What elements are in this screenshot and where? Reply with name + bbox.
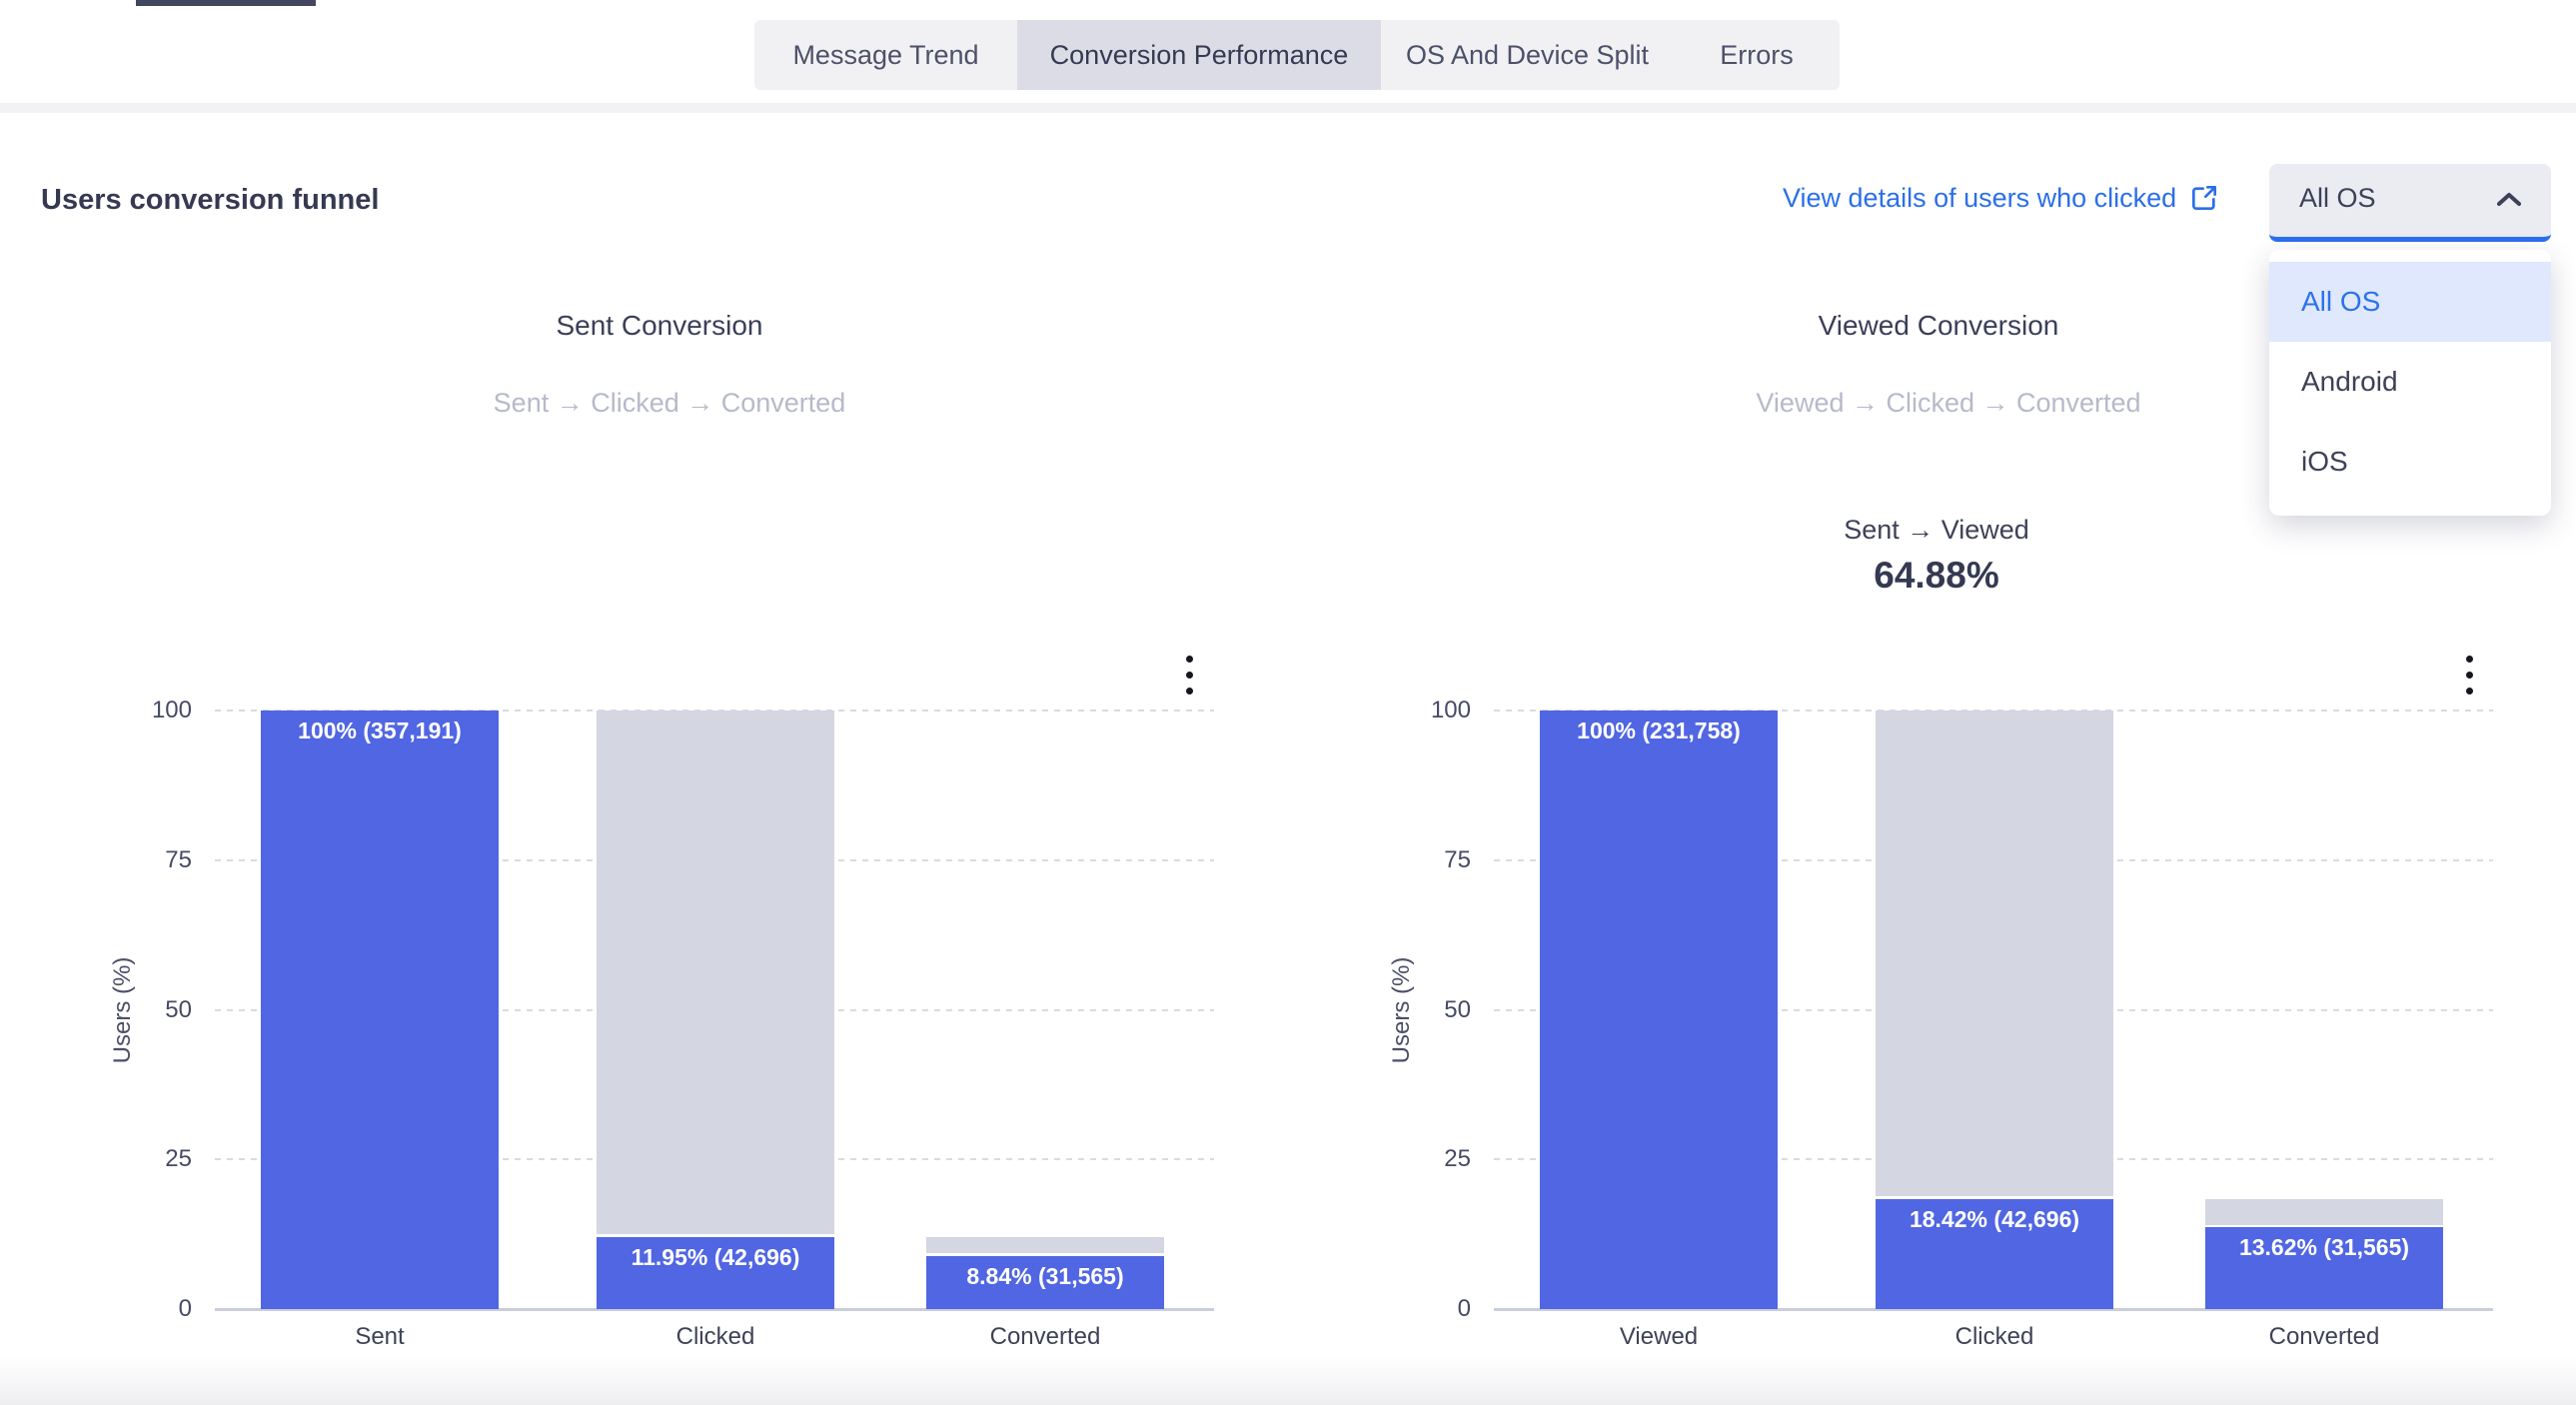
bar-value-label: 100% (231,758) (1577, 717, 1741, 743)
y-tick-100: 100 (1430, 697, 1471, 723)
tab-message-trend[interactable]: Message Trend (792, 39, 979, 70)
page-title: Users conversion funnel (41, 184, 380, 216)
bar-value-segment: 18.42% (42,696) (1876, 1199, 2113, 1309)
x-label-converted: Converted (989, 1323, 1101, 1350)
y-tick-25: 25 (1444, 1145, 1471, 1173)
x-label-clicked: Clicked (675, 1323, 755, 1350)
external-link-icon (2188, 182, 2220, 214)
tab-conversion-performance[interactable]: Conversion Performance (1017, 20, 1381, 90)
bar-remainder-segment (1876, 710, 2113, 1196)
view-details-link[interactable]: View details of users who clicked (1783, 182, 2220, 214)
bar-value-label: 13.62% (31,565) (2238, 1234, 2410, 1260)
tab-errors[interactable]: Errors (1720, 39, 1794, 70)
bottom-fade (0, 1357, 2576, 1405)
y-tick-75: 75 (1444, 845, 1471, 873)
funnel-bar-clicked[interactable]: 11.95% (42,696) (597, 710, 834, 1309)
y-tick-100: 100 (151, 697, 192, 723)
x-label-viewed: Viewed (1619, 1323, 1699, 1350)
chart-tabs: Message Trend Conversion Performance OS An… (754, 20, 1840, 90)
bar-remainder-segment (926, 1237, 1164, 1253)
funnel-bar-viewed[interactable]: 100% (231,758) (1540, 710, 1778, 1309)
y-tick-50: 50 (1444, 995, 1471, 1023)
chart-subtitle-viewed: Viewed → Clicked → Converted (1756, 388, 2141, 418)
os-filter-menu: All OS Android iOS (2269, 250, 2551, 516)
tab-os-and-device-split[interactable]: OS And Device Split (1405, 39, 1650, 70)
bar-value-segment: 100% (357,191) (261, 710, 499, 1309)
funnel-bar-converted[interactable]: 8.84% (31,565) (926, 710, 1164, 1309)
y-tick-0: 0 (1457, 1295, 1471, 1322)
y-tick-50: 50 (165, 995, 192, 1023)
chevron-up-icon (2497, 183, 2521, 214)
bar-value-label: 18.42% (42,696) (1909, 1206, 2080, 1232)
bar-value-segment: 13.62% (31,565) (2205, 1227, 2443, 1309)
bar-value-segment: 100% (231,758) (1540, 710, 1778, 1309)
bar-value-label: 11.95% (42,696) (631, 1244, 800, 1270)
chart-subtitle-sent: Sent → Clicked → Converted (493, 388, 846, 418)
bar-value-label: 8.84% (31,565) (966, 1263, 1124, 1289)
os-option-all-os[interactable]: All OS (2269, 262, 2551, 342)
y-tick-25: 25 (165, 1145, 192, 1173)
bar-remainder-segment (2205, 1199, 2443, 1225)
y-tick-75: 75 (165, 845, 192, 873)
bar-remainder-segment (597, 710, 834, 1234)
x-axis-line (1494, 1308, 2493, 1311)
y-axis-title: Users (%) (1388, 956, 1415, 1064)
view-details-link-label: View details of users who clicked (1783, 182, 2177, 213)
x-axis-line (215, 1308, 1214, 1311)
funnel-bar-sent[interactable]: 100% (357,191) (261, 710, 499, 1309)
bar-value-segment: 11.95% (42,696) (597, 1237, 834, 1309)
kebab-menu-icon[interactable] (1175, 652, 1203, 698)
x-label-sent: Sent (355, 1323, 405, 1350)
kebab-menu-icon[interactable] (2455, 652, 2483, 698)
x-label-clicked: Clicked (1954, 1323, 2034, 1350)
chart-title-sent: Sent Conversion (556, 310, 763, 341)
active-nav-underline (136, 0, 316, 6)
os-option-ios[interactable]: iOS (2301, 446, 2348, 477)
os-filter-value: All OS (2299, 182, 2376, 213)
funnel-bar-clicked[interactable]: 18.42% (42,696) (1876, 710, 2113, 1309)
header-divider (0, 103, 2576, 113)
os-option-android[interactable]: Android (2301, 366, 2398, 397)
y-axis-title: Users (%) (109, 956, 136, 1064)
x-label-converted: Converted (2268, 1323, 2380, 1350)
os-filter-dropdown[interactable]: All OS (2269, 164, 2551, 242)
bar-value-segment: 8.84% (31,565) (926, 1256, 1164, 1309)
sent-to-viewed-label: Sent → Viewed (1844, 515, 2029, 545)
chart-title-viewed: Viewed Conversion (1818, 310, 2059, 341)
y-tick-0: 0 (178, 1295, 192, 1322)
bar-value-label: 100% (357,191) (298, 717, 462, 743)
sent-to-viewed-value: 64.88% (1874, 555, 1999, 596)
funnel-bar-converted[interactable]: 13.62% (31,565) (2205, 710, 2443, 1309)
